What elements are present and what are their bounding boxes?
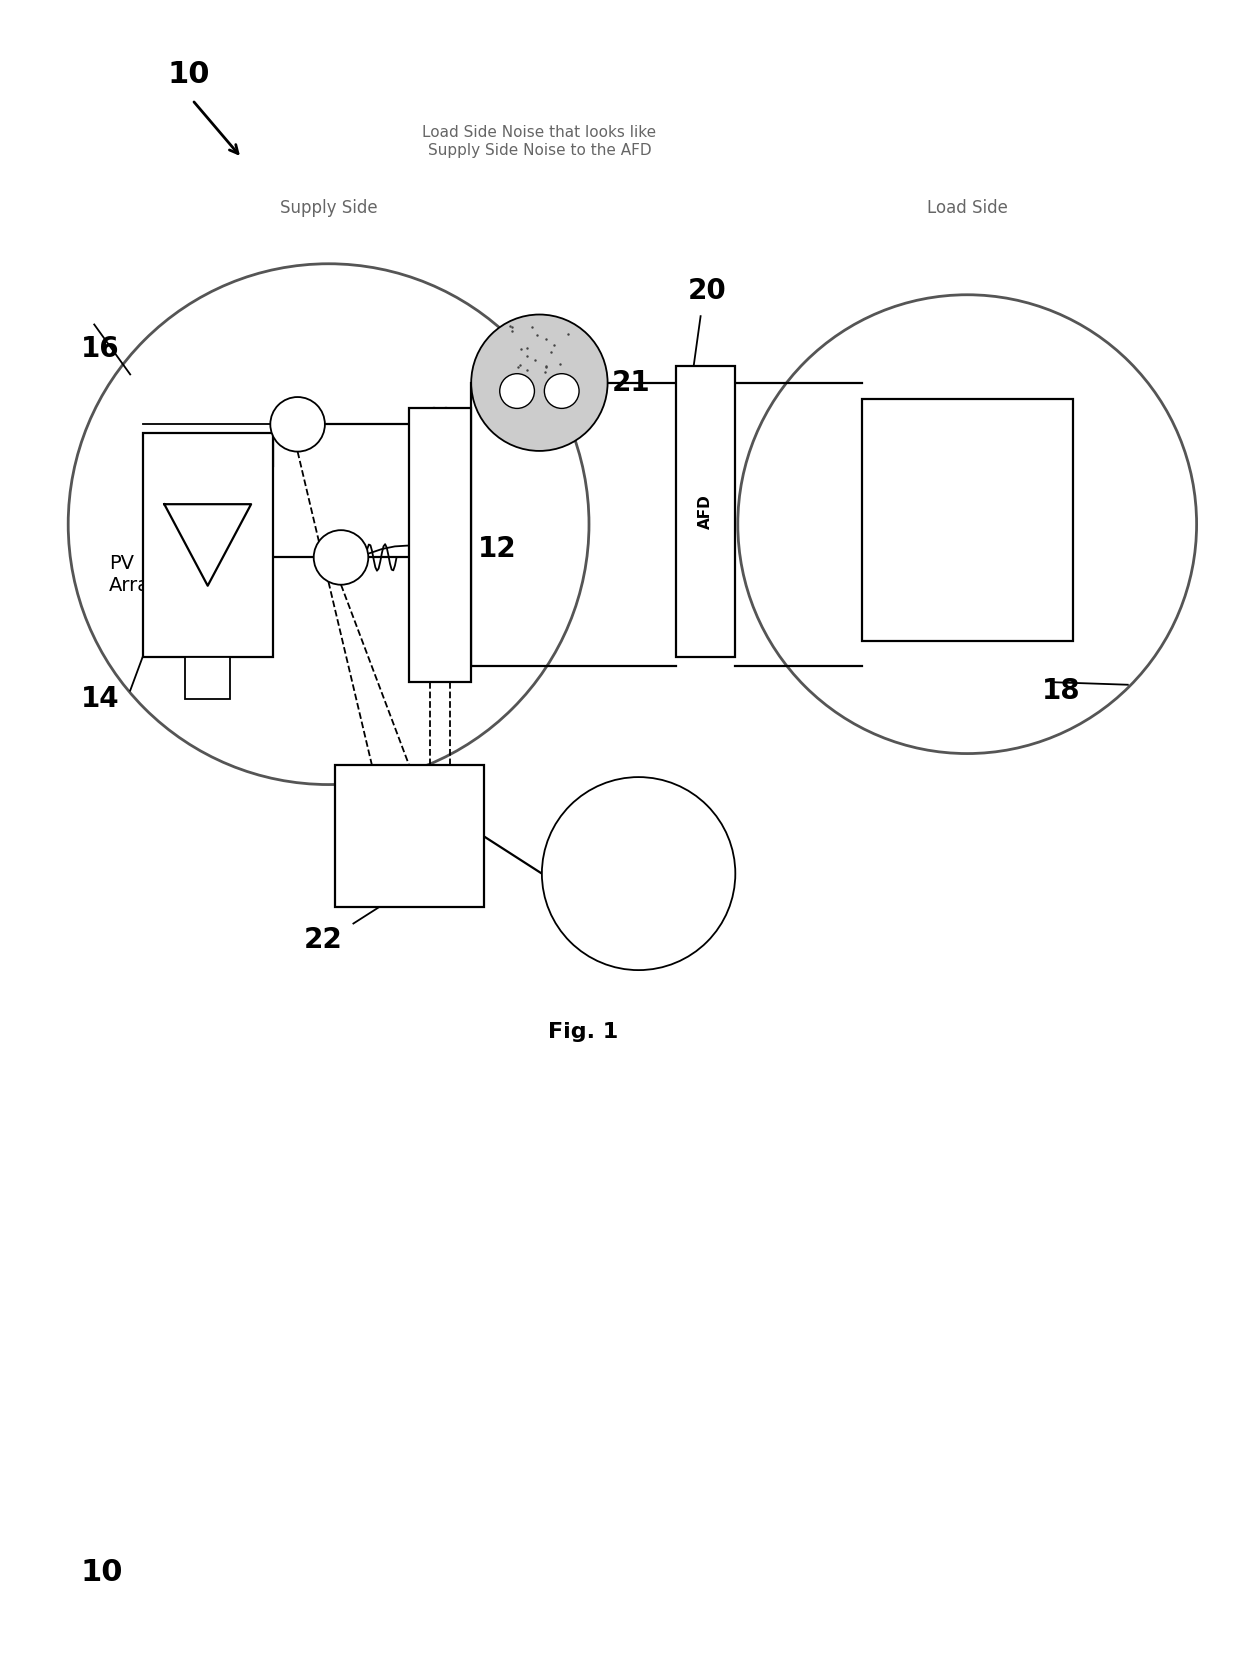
Text: 14: 14	[81, 686, 119, 712]
Bar	[676, 366, 735, 657]
Text: 10: 10	[81, 1558, 123, 1587]
Ellipse shape	[471, 314, 608, 451]
Ellipse shape	[738, 295, 1197, 754]
Bar	[335, 765, 484, 907]
Bar	[143, 433, 273, 657]
Text: Load Side Noise that looks like
Supply Side Noise to the AFD: Load Side Noise that looks like Supply S…	[423, 125, 656, 158]
Ellipse shape	[500, 374, 534, 408]
Ellipse shape	[314, 531, 368, 584]
Bar	[862, 399, 1073, 641]
Ellipse shape	[544, 374, 579, 408]
Text: Fig. 1: Fig. 1	[548, 1022, 618, 1042]
Bar	[409, 408, 471, 682]
Ellipse shape	[542, 777, 735, 970]
Text: Arc Fault
Detected: Arc Fault Detected	[606, 859, 671, 889]
Text: 16: 16	[81, 336, 119, 363]
Text: 22: 22	[304, 927, 342, 953]
Text: Load: Load	[940, 509, 994, 531]
Bar	[185, 657, 231, 699]
Text: AFD: AFD	[698, 494, 713, 529]
Text: PV
Array: PV Array	[109, 554, 161, 594]
Text: 21: 21	[611, 369, 650, 396]
Text: Load Side: Load Side	[926, 200, 1008, 216]
Text: 18: 18	[1042, 677, 1080, 704]
Text: 20: 20	[688, 278, 727, 305]
Text: I: I	[295, 418, 300, 431]
Text: V: V	[336, 551, 346, 564]
Ellipse shape	[68, 265, 589, 784]
Text: Controller: Controller	[372, 829, 446, 844]
Ellipse shape	[270, 398, 325, 451]
Text: 12: 12	[477, 536, 516, 562]
Text: 10: 10	[167, 60, 210, 90]
Text: Supply Side: Supply Side	[280, 200, 377, 216]
